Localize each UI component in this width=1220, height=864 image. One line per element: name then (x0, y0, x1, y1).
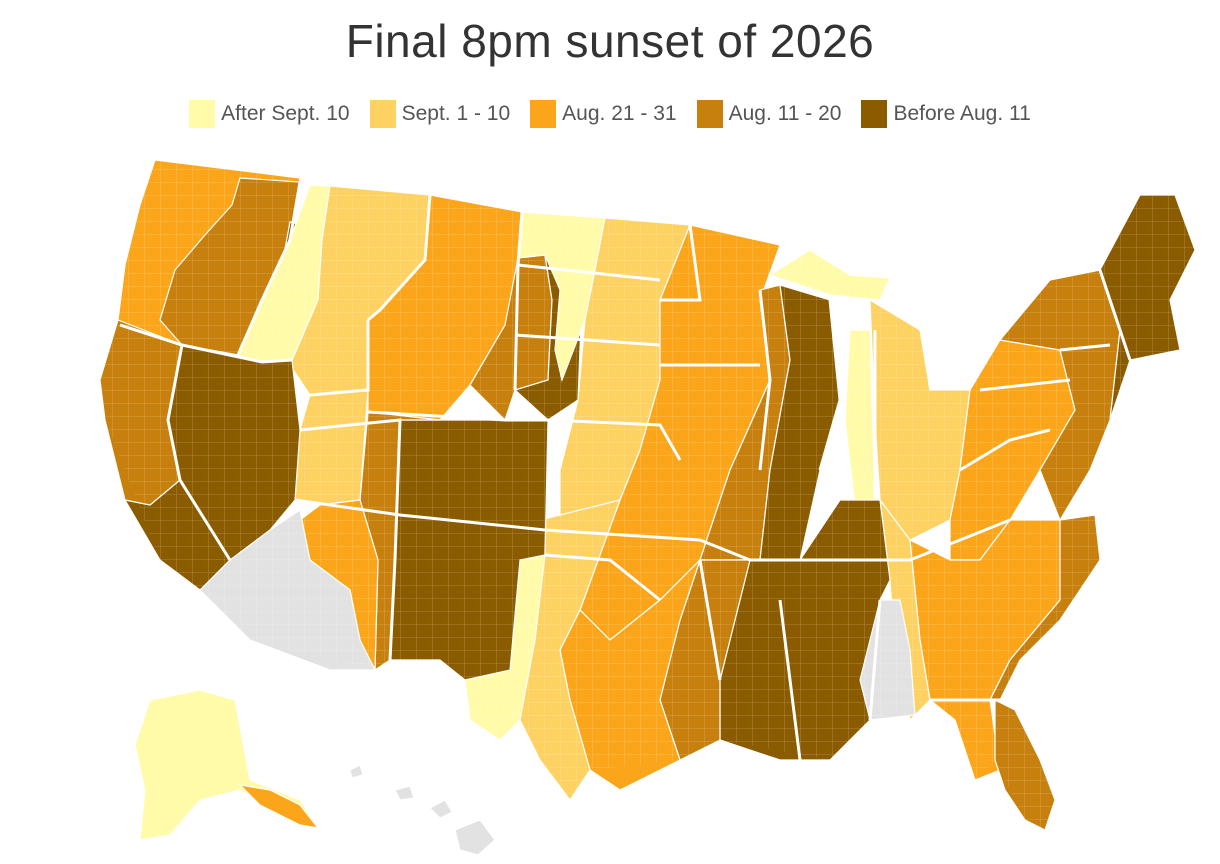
map-title: Final 8pm sunset of 2026 (345, 15, 875, 67)
map-area (0, 140, 1220, 864)
legend-label: Sept. 1 - 10 (401, 102, 511, 125)
region-hawaii (349, 764, 496, 856)
legend-item-aug-21-31: Aug. 21 - 31 (530, 100, 677, 128)
us-county-map (99, 159, 1196, 856)
state-borders (119, 181, 1132, 761)
legend: After Sept. 10 Sept. 1 - 10 Aug. 21 - 31… (0, 100, 1220, 128)
legend-item-aug-11-20: Aug. 11 - 20 (696, 100, 842, 128)
legend-swatch (530, 100, 557, 128)
legend-swatch (861, 100, 888, 128)
legend-item-before-aug-11: Before Aug. 11 (861, 100, 1031, 128)
legend-item-sept-1-10: Sept. 1 - 10 (369, 100, 511, 128)
legend-label: Aug. 11 - 20 (728, 102, 842, 125)
legend-swatch (189, 100, 216, 128)
region-florida (994, 699, 1056, 831)
legend-label: Aug. 21 - 31 (562, 102, 677, 125)
region-utah-west (294, 389, 369, 506)
legend-item-after-sept-10: After Sept. 10 (189, 100, 350, 128)
region-indiana-west (844, 329, 876, 506)
legend-label: After Sept. 10 (221, 102, 350, 125)
legend-swatch (369, 100, 396, 128)
legend-label: Before Aug. 11 (893, 102, 1031, 125)
legend-swatch (696, 100, 723, 128)
region-new-england (1099, 194, 1196, 421)
